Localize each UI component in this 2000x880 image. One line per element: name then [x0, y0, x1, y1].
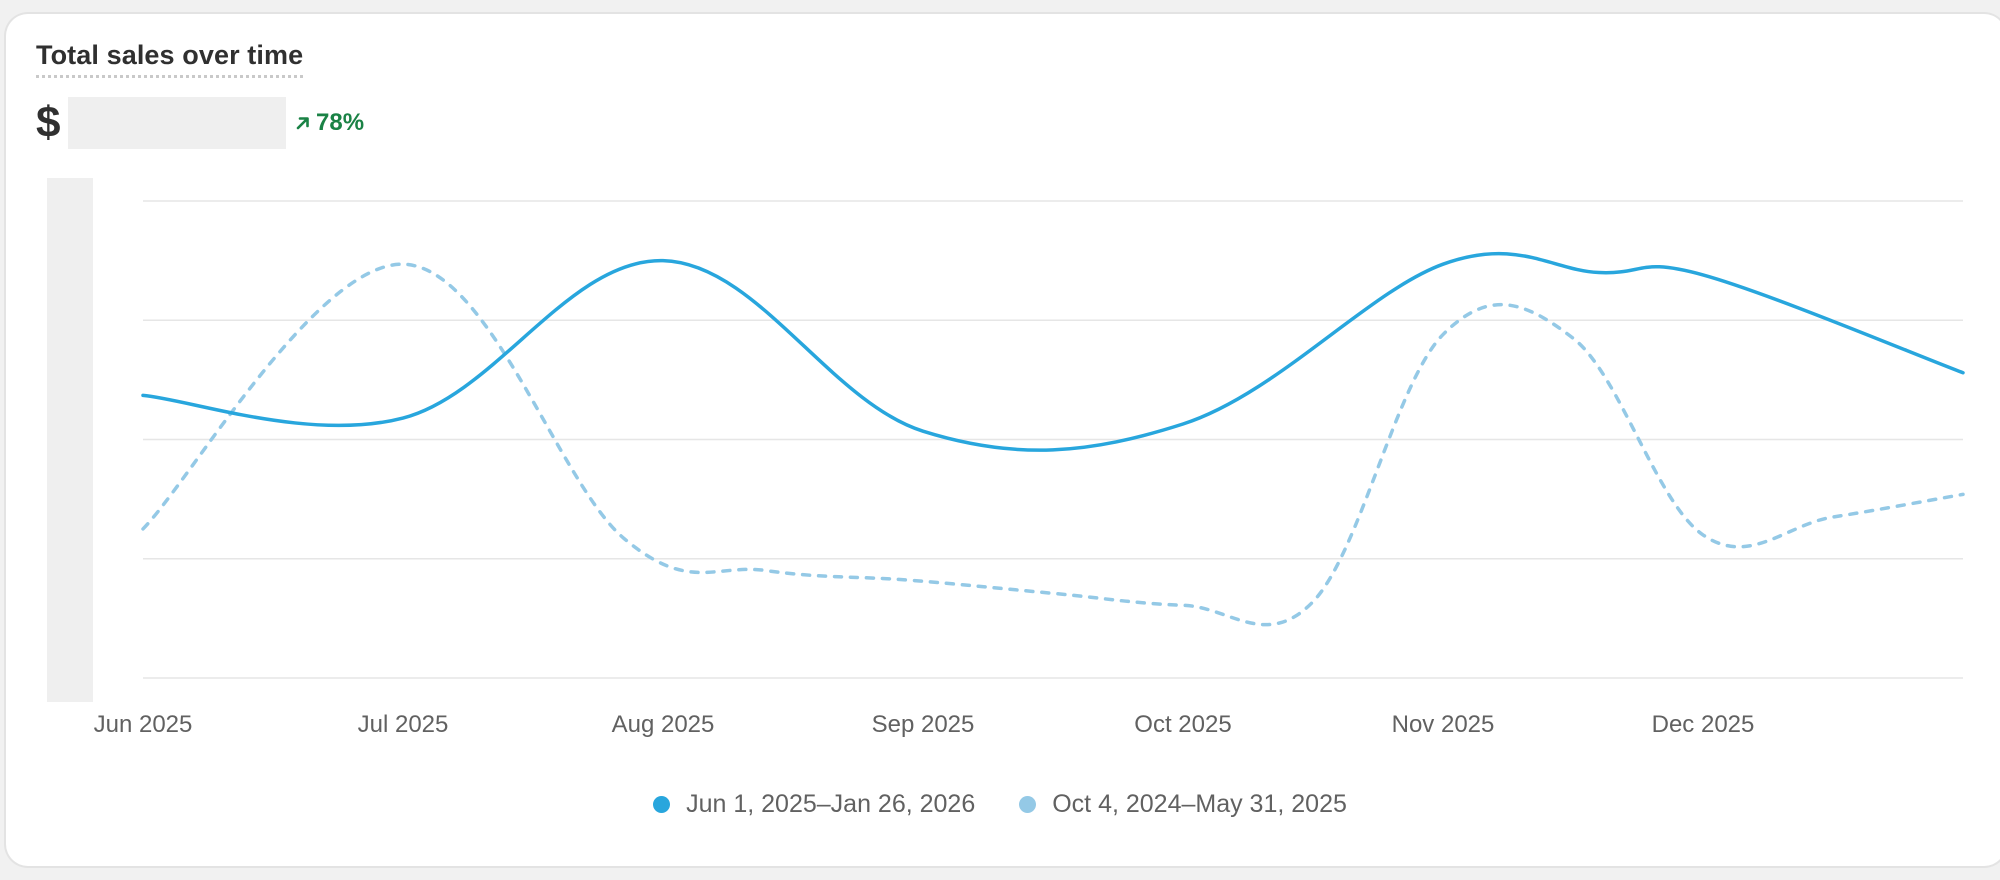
grid-lines — [143, 200, 1963, 679]
y-axis-labels-redacted — [47, 178, 93, 702]
legend-item-current[interactable]: Jun 1, 2025–Jan 26, 2026 — [653, 790, 975, 819]
delta-badge: 78% — [296, 109, 364, 137]
x-tick-label: Aug 2025 — [612, 711, 715, 738]
legend-label-current: Jun 1, 2025–Jan 26, 2026 — [686, 790, 976, 818]
x-tick-label: Jul 2025 — [358, 711, 449, 738]
total-value-row: $ 78% — [36, 96, 364, 150]
series-layer — [141, 251, 1965, 627]
legend-label-previous: Oct 4, 2024–May 31, 2025 — [1052, 790, 1347, 818]
x-axis: Jun 2025 Jul 2025 Aug 2025 Sep 2025 Oct 2025… — [94, 711, 1755, 738]
series-line-current[interactable] — [141, 251, 1965, 452]
line-chart: Jun 2025 Jul 2025 Aug 2025 Sep 2025 Oct 2025… — [47, 178, 1965, 738]
chart-title[interactable]: Total sales over time — [36, 40, 304, 78]
x-tick-label: Dec 2025 — [1652, 711, 1755, 738]
total-value-redacted — [68, 97, 286, 149]
legend-dot-previous — [1019, 796, 1037, 813]
delta-percent: 78% — [316, 109, 365, 136]
series-line-previous[interactable] — [141, 262, 1965, 627]
x-tick-label: Nov 2025 — [1392, 711, 1495, 738]
currency-symbol: $ — [36, 98, 61, 147]
x-tick-label: Jun 2025 — [94, 711, 193, 738]
arrow-up-right-icon — [296, 117, 309, 130]
chart-legend: Jun 1, 2025–Jan 26, 2026 Oct 4, 2024–May… — [0, 790, 2000, 819]
x-tick-label: Oct 2025 — [1134, 711, 1231, 738]
x-tick-label: Sep 2025 — [872, 711, 975, 738]
legend-item-previous[interactable]: Oct 4, 2024–May 31, 2025 — [1019, 790, 1347, 819]
legend-dot-current — [653, 796, 671, 813]
